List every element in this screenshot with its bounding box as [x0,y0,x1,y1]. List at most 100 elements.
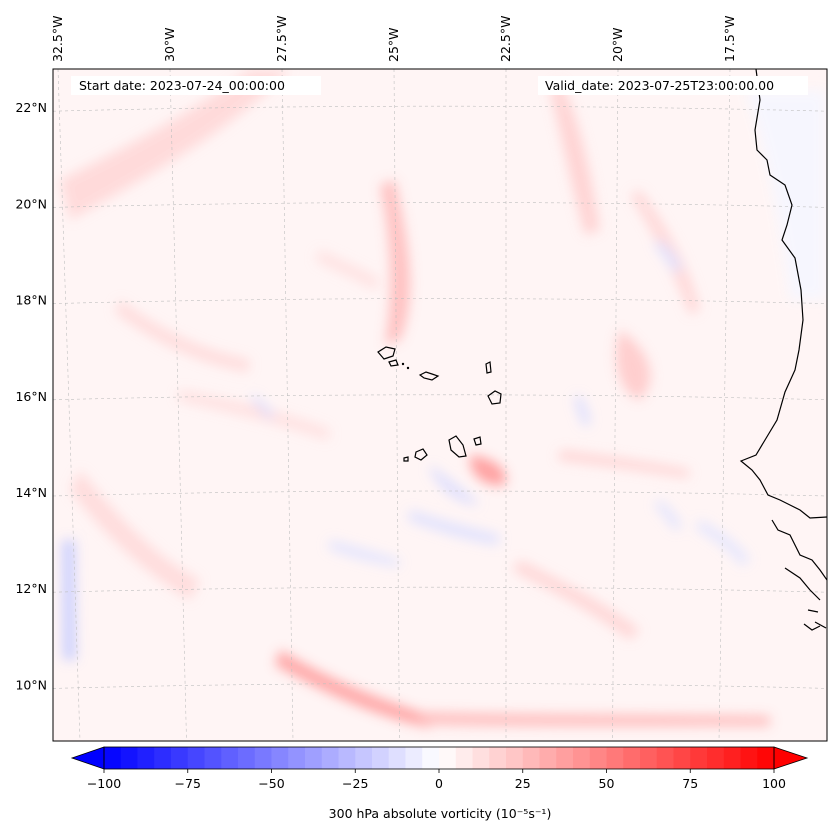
colorbar [70,746,809,770]
sal-island [485,361,492,374]
latitude-labels: 22°N 20°N 18°N 16°N 14°N 12°N 10°N [15,100,47,692]
colorbar-segment [573,747,591,769]
meridian-line [169,69,187,741]
parallel-line [53,298,827,304]
latitude-label: 12°N [15,581,47,596]
sao-nicolau-island [418,371,440,381]
colorbar-segment [254,747,273,769]
parallel-line [53,105,827,112]
colorbar-segment [120,747,139,769]
latitude-label: 16°N [15,389,47,404]
longitude-label: 30°W [162,27,177,62]
colorbar-segment [673,747,691,769]
colorbar-segment [740,747,758,769]
colorbar-segment [539,747,557,769]
colorbar-min-extend [70,746,105,770]
latitude-label: 14°N [15,485,47,500]
valid-date-box [538,76,808,95]
meridian-line [393,69,400,741]
colorbar-segment [656,747,675,769]
colorbar-segment [589,747,608,769]
longitude-label: 25°W [386,27,401,62]
colorbar-segment [757,747,775,769]
colorbar-segment [606,747,624,769]
colorbar-tick-label: 50 [599,776,615,791]
colorbar-segment [690,747,708,769]
map-panel [53,69,827,741]
colorbar-segment [204,747,222,769]
latitude-label: 18°N [15,293,47,308]
colorbar-segment [104,747,122,769]
start-date-label: Start date: 2023-07-24_00:00:00 [79,78,285,93]
latitude-label: 22°N [15,100,47,115]
parallel-line [53,490,827,497]
colorbar-segment [187,747,206,769]
longitude-label: 27.5°W [274,16,289,62]
map-frame [52,68,828,742]
sao-vicente-island [388,359,399,367]
colorbar-tick-label: −100 [87,776,121,791]
fogo-island [414,448,428,461]
colorbar-segment [623,747,641,769]
colorbar-segment [506,747,524,769]
longitude-label: 32.5°W [50,16,65,62]
colorbar-segment [305,747,323,769]
colorbar-segment [221,747,239,769]
valid-date-label: Valid_date: 2023-07-25T23:00:00.00 [545,78,774,93]
colorbar-tick-label: 100 [762,776,786,791]
colorbar-tick-label: −50 [258,776,284,791]
bijagos-islands [784,567,827,631]
colorbar-tick-label: −75 [175,776,201,791]
colorbar-segment [288,747,306,769]
parallel-line [53,586,827,593]
colorbar-segment [640,747,658,769]
colorbar-tick-label: 25 [515,776,531,791]
colorbar-segment [338,747,356,769]
colorbar-max-extend [773,746,809,770]
colorbar-segment [439,747,457,769]
meridian-line [57,69,81,741]
colorbar-segment [238,747,256,769]
colorbar-segment [556,747,574,769]
colorbar-segment [405,747,423,769]
longitude-label: 17.5°W [722,16,737,62]
guinea-bissau-coastline [771,519,827,581]
graticule [53,69,827,741]
map-background [53,69,827,741]
start-date-box [71,76,321,95]
colorbar-segment [355,747,373,769]
meridian-line [718,69,731,741]
vorticity-field [60,70,826,728]
colorbar-segment [321,747,340,769]
west-africa-coastline [739,69,827,519]
colorbar-segment [455,747,474,769]
colorbar-segment [707,747,725,769]
colorbar-tick-label: 0 [435,776,443,791]
colorbar-segment [422,747,440,769]
longitude-label: 22.5°W [498,16,513,62]
meridian-line [281,69,294,741]
santiago-island [448,435,467,458]
colorbar-ticks: −100 −75 −50 −25 0 25 50 75 100 [87,769,786,791]
colorbar-segment [154,747,172,769]
brava-island [403,456,409,462]
colorbar-segment [388,747,407,769]
maio-island [473,436,482,446]
colorbar-tick-label: −25 [342,776,368,791]
colorbar-segment [723,747,742,769]
longitude-labels: 32.5°W 30°W 27.5°W 25°W 22.5°W 20°W 17.5°W [50,16,737,62]
latitude-label: 20°N [15,196,47,211]
meridian-line [612,69,619,741]
colorbar-segment [372,747,390,769]
coastlines [377,69,827,631]
longitude-label: 20°W [610,27,625,62]
parallel-line [53,683,827,689]
colorbar-segment [489,747,507,769]
parallel-line [53,394,827,401]
colorbar-segment [171,747,189,769]
colorbar-segment [271,747,289,769]
parallel-line [53,202,827,208]
colorbar-segment [472,747,490,769]
colorbar-segment [137,747,155,769]
